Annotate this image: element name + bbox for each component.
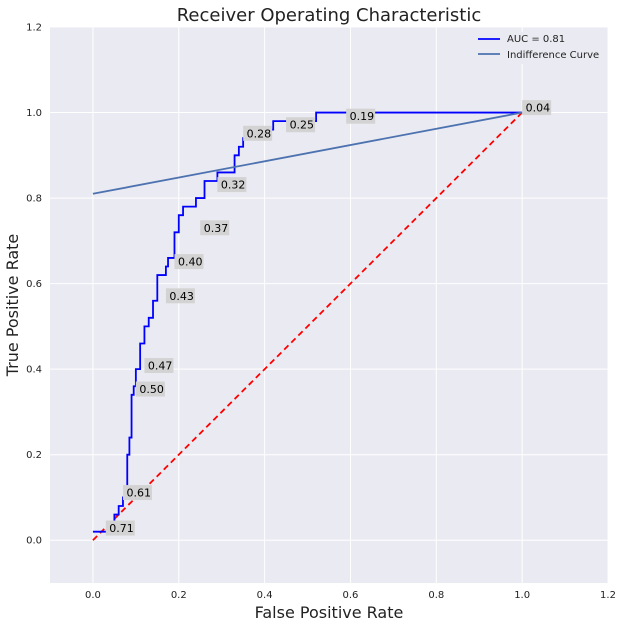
annotation-box <box>122 485 152 501</box>
x-tick-label: 0.4 <box>257 590 273 601</box>
annotation-label: 0.04 <box>526 102 551 115</box>
roc-curve-line <box>92 111 523 533</box>
annotation-box <box>522 100 552 116</box>
x-tick-label: 0.2 <box>171 590 187 601</box>
annotation-box <box>135 381 165 397</box>
x-tick-label: 1.2 <box>600 590 616 601</box>
annotation-label: 0.40 <box>178 256 203 269</box>
annotation-box <box>144 358 174 374</box>
annotation-label: 0.43 <box>169 290 194 303</box>
series-layer <box>92 111 523 541</box>
annotation-box <box>105 520 135 536</box>
threshold-annotation: 0.04 <box>522 100 552 116</box>
threshold-annotation: 0.19 <box>346 108 376 124</box>
annotation-label: 0.50 <box>139 383 164 396</box>
legend: AUC = 0.81 Indifference Curve <box>472 32 604 64</box>
annotation-box <box>243 125 273 141</box>
y-tick-label: 1.0 <box>26 108 42 119</box>
y-tick-label: 0.8 <box>26 194 42 205</box>
y-tick-labels: 0.0 0.2 0.4 0.6 0.8 1.0 1.2 <box>26 23 42 547</box>
annotation-box <box>174 254 204 270</box>
threshold-annotation: 0.50 <box>135 381 165 397</box>
x-tick-label: 0.8 <box>428 590 444 601</box>
y-tick-label: 0.4 <box>26 365 42 376</box>
annotation-box <box>346 108 376 124</box>
chart-title: Receiver Operating Characteristic <box>177 5 482 26</box>
threshold-annotation: 0.32 <box>217 177 247 193</box>
annotation-label: 0.28 <box>247 127 272 140</box>
chance-diagonal-line <box>92 111 523 541</box>
threshold-annotation: 0.37 <box>200 220 230 236</box>
annotation-box <box>200 220 230 236</box>
legend-label-auc: AUC = 0.81 <box>507 34 565 45</box>
y-tick-label: 0.0 <box>26 536 42 547</box>
x-tick-label: 0.6 <box>343 590 359 601</box>
x-tick-label: 1.0 <box>514 590 530 601</box>
annotation-label: 0.19 <box>350 110 375 123</box>
indifference-curve-line <box>92 111 523 195</box>
annotation-label: 0.25 <box>290 119 315 132</box>
annotation-box <box>165 288 195 304</box>
legend-box <box>472 32 604 64</box>
threshold-annotation: 0.28 <box>243 125 273 141</box>
annotation-label: 0.47 <box>148 360 173 373</box>
threshold-annotation: 0.25 <box>286 117 316 133</box>
x-tick-label: 0.0 <box>85 590 101 601</box>
annotation-box <box>286 117 316 133</box>
legend-label-indifference: Indifference Curve <box>507 50 599 61</box>
annotation-box <box>217 177 247 193</box>
x-tick-labels: 0.0 0.2 0.4 0.6 0.8 1.0 1.2 <box>85 590 616 601</box>
threshold-annotation: 0.43 <box>165 288 195 304</box>
grid <box>50 26 609 583</box>
annotation-label: 0.37 <box>204 222 229 235</box>
annotations: 0.71 0.61 0.50 0.47 0.43 0.40 0.37 0.32 0.28 0.25… <box>105 100 552 536</box>
y-tick-label: 0.2 <box>26 450 42 461</box>
x-axis-title: False Positive Rate <box>255 603 404 622</box>
threshold-annotation: 0.61 <box>122 485 152 501</box>
annotation-label: 0.61 <box>126 487 151 500</box>
y-axis-title: True Positive Rate <box>3 234 22 378</box>
annotation-label: 0.32 <box>221 179 246 192</box>
y-tick-label: 0.6 <box>26 279 42 290</box>
annotation-label: 0.71 <box>109 522 134 535</box>
y-tick-label: 1.2 <box>26 23 42 34</box>
threshold-annotation: 0.40 <box>174 254 204 270</box>
threshold-annotation: 0.71 <box>105 520 135 536</box>
threshold-annotation: 0.47 <box>144 358 174 374</box>
